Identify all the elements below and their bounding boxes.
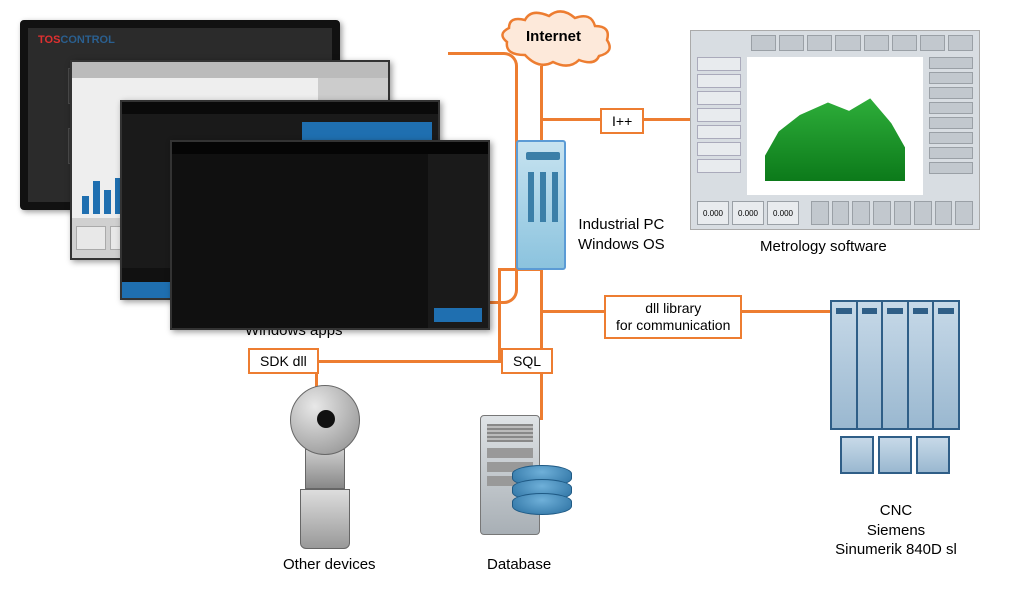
cnc-l1: CNC bbox=[880, 502, 913, 519]
cnc-icon bbox=[830, 300, 960, 476]
dll-badge-l2: for communication bbox=[616, 317, 730, 333]
industrial-pc-label: Industrial PC Windows OS bbox=[578, 215, 665, 254]
metrology-3d-view bbox=[747, 57, 923, 195]
ipc-label-1: Industrial PC bbox=[578, 216, 664, 233]
industrial-pc-icon bbox=[516, 140, 566, 270]
internet-label: Internet bbox=[526, 28, 581, 45]
bar-chart-icon bbox=[82, 154, 122, 214]
database-icon bbox=[480, 415, 540, 535]
metrology-label: Metrology software bbox=[760, 237, 887, 257]
conn-ipc-down bbox=[540, 268, 543, 420]
app-screen-4 bbox=[170, 140, 490, 330]
ipp-badge: I++ bbox=[600, 108, 644, 134]
dll-badge: dll library for communication bbox=[604, 295, 742, 339]
tracker-icon bbox=[290, 385, 360, 549]
cnc-l3: Sinumerik 840D sl bbox=[835, 541, 957, 558]
cnc-l2: Siemens bbox=[867, 522, 925, 539]
conn-cloud-ipc bbox=[540, 66, 543, 142]
cnc-label: CNC Siemens Sinumerik 840D sl bbox=[826, 501, 966, 560]
database-label: Database bbox=[487, 555, 551, 575]
dll-badge-l1: dll library bbox=[645, 300, 701, 316]
logo-blue: CONTROL bbox=[60, 34, 114, 46]
windows-apps-stack: TOSCONTROL 00:32:58 bbox=[20, 20, 440, 300]
conn-sdk-h bbox=[315, 360, 501, 363]
readout-1: 0.000 bbox=[697, 201, 729, 225]
readout-2: 0.000 bbox=[732, 201, 764, 225]
metrology-panel: 0.000 0.000 0.000 bbox=[690, 30, 980, 230]
logo-red: TOS bbox=[38, 34, 60, 46]
sql-badge: SQL bbox=[501, 348, 553, 374]
sdk-badge: SDK dll bbox=[248, 348, 319, 374]
readout-3: 0.000 bbox=[767, 201, 799, 225]
green-part-icon bbox=[765, 98, 906, 181]
app1-logo: TOSCONTROL bbox=[38, 34, 115, 46]
other-devices-label: Other devices bbox=[283, 555, 376, 575]
ipc-label-2: Windows OS bbox=[578, 236, 665, 253]
